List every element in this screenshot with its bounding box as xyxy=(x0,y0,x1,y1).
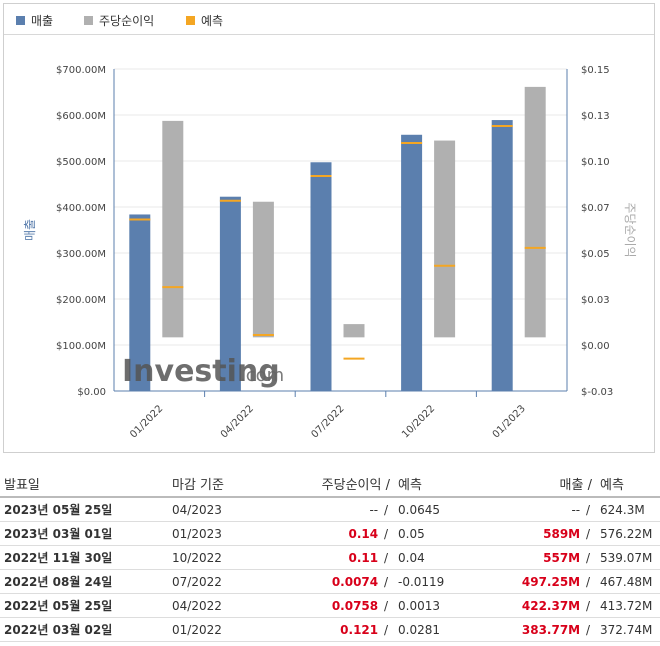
legend-label: 매출 xyxy=(31,14,54,28)
legend-item-eps[interactable]: 주당순이익 xyxy=(84,12,154,29)
row-revenue-forecast: 539.07M xyxy=(596,545,660,570)
chart-svg: $700.00M $0.15 $600.00M $0.13 $500.00M $0.10 $… xyxy=(23,65,637,440)
bar-eps xyxy=(162,120,184,338)
y-tick-label-right: $-0.03 xyxy=(581,387,613,398)
watermark-text: Investing xyxy=(122,354,280,389)
legend-swatch-eps xyxy=(84,16,93,25)
bar-eps xyxy=(252,201,274,338)
row-eps-forecast: 0.0645 xyxy=(394,497,492,522)
col-date[interactable]: 발표일 xyxy=(0,470,168,498)
y-tick-label-right: $0.00 xyxy=(581,341,610,352)
chart-panel: 매출 주당순이익 예측 $700.00M $0.15 $600.00M $0.13 $5… xyxy=(3,3,655,453)
table-row: 2022년 08월 24일 07/2022 0.0074 /-0.0119 497.2… xyxy=(0,569,660,594)
table-row: 2022년 03월 02일 01/2022 0.121 /0.0281 383.77M… xyxy=(0,617,660,642)
y-tick-label-right: $0.03 xyxy=(581,295,610,306)
row-eps: 0.11 / xyxy=(278,545,394,570)
earnings-table: 발표일 마감 기준 주당순이익 / 예측 매출 / 예측 2023년 05월 2… xyxy=(0,470,660,642)
row-eps: 0.121 / xyxy=(278,617,394,642)
table-row: 2022년 11월 30일 10/2022 0.11 /0.04 557M /539.… xyxy=(0,545,660,570)
legend-swatch-revenue xyxy=(16,16,25,25)
row-revenue-forecast: 624.3M xyxy=(596,497,660,522)
y-tick-label-left: $300.00M xyxy=(56,249,106,260)
y-tick-label-left: $200.00M xyxy=(56,295,106,306)
watermark-suffix: .com xyxy=(240,365,284,386)
y-tick-label-right: $0.13 xyxy=(581,111,610,122)
col-revenue: 매출 / xyxy=(492,470,596,498)
row-date: 2022년 03월 02일 xyxy=(0,617,168,642)
row-date: 2023년 05월 25일 xyxy=(0,497,168,522)
y-tick-label-right: $0.07 xyxy=(581,203,610,214)
bar-eps xyxy=(343,324,365,338)
row-revenue: -- / xyxy=(492,497,596,522)
y-tick-label-left: $100.00M xyxy=(56,341,106,352)
y-tick-label-right: $0.10 xyxy=(581,157,610,168)
y-tick-label-left: $400.00M xyxy=(56,203,106,214)
legend-item-forecast[interactable]: 예측 xyxy=(186,12,223,29)
row-eps: -- / xyxy=(278,497,394,522)
legend-label: 주당순이익 xyxy=(99,14,155,28)
y-tick-label-right: $0.15 xyxy=(581,65,610,76)
row-period: 07/2022 xyxy=(168,569,278,594)
x-tick-label: 07/2022 xyxy=(309,403,346,440)
bar-revenue xyxy=(491,120,513,391)
bar-eps xyxy=(434,140,456,338)
row-period: 01/2022 xyxy=(168,617,278,642)
row-revenue: 557M / xyxy=(492,545,596,570)
table-row: 2023년 05월 25일 04/2023 -- /0.0645 -- /624.3M xyxy=(0,497,660,522)
x-tick-label: 01/2022 xyxy=(128,403,165,440)
row-period: 10/2022 xyxy=(168,545,278,570)
row-eps: 0.14 / xyxy=(278,521,394,546)
x-tick-label: 01/2023 xyxy=(491,403,528,440)
bar-revenue xyxy=(401,134,423,391)
legend-swatch-forecast xyxy=(186,16,195,25)
left-axis-title: 매출 xyxy=(23,219,37,241)
x-tick-label: 04/2022 xyxy=(219,403,256,440)
y-tick-label-left: $600.00M xyxy=(56,111,106,122)
bar-revenue xyxy=(219,196,241,391)
bar-eps xyxy=(524,86,546,338)
bar-revenue xyxy=(129,214,151,391)
row-revenue: 422.37M / xyxy=(492,593,596,618)
row-eps: 0.0074 / xyxy=(278,569,394,594)
row-eps-forecast: 0.05 xyxy=(394,521,492,546)
row-eps-forecast: 0.0281 xyxy=(394,617,492,642)
row-date: 2023년 03월 01일 xyxy=(0,521,168,546)
row-period: 01/2023 xyxy=(168,521,278,546)
row-period: 04/2022 xyxy=(168,593,278,618)
y-tick-label-left: $0.00 xyxy=(77,387,106,398)
row-revenue: 383.77M / xyxy=(492,617,596,642)
col-period: 마감 기준 xyxy=(168,470,278,498)
x-tick-label: 10/2022 xyxy=(400,403,437,440)
legend-item-revenue[interactable]: 매출 xyxy=(16,12,53,29)
right-axis-title: 주당순이익 xyxy=(623,202,637,257)
y-tick-label-right: $0.05 xyxy=(581,249,610,260)
bar-revenue xyxy=(310,162,332,391)
row-revenue-forecast: 576.22M xyxy=(596,521,660,546)
legend-label: 예측 xyxy=(201,14,224,28)
table-header-row: 발표일 마감 기준 주당순이익 / 예측 매출 / 예측 xyxy=(0,470,660,498)
table-row: 2023년 03월 01일 01/2023 0.14 /0.05 589M /576.… xyxy=(0,521,660,546)
row-revenue-forecast: 372.74M xyxy=(596,617,660,642)
col-eps: 주당순이익 / xyxy=(278,470,394,498)
y-tick-label-left: $700.00M xyxy=(56,65,106,76)
row-eps-forecast: 0.04 xyxy=(394,545,492,570)
col-revenue-forecast: 예측 xyxy=(596,470,660,498)
row-eps-forecast: -0.0119 xyxy=(394,569,492,594)
row-date: 2022년 11월 30일 xyxy=(0,545,168,570)
row-eps: 0.0758 / xyxy=(278,593,394,618)
row-date: 2022년 08월 24일 xyxy=(0,569,168,594)
row-period: 04/2023 xyxy=(168,497,278,522)
table-row: 2022년 05월 25일 04/2022 0.0758 /0.0013 422.37… xyxy=(0,593,660,618)
row-eps-forecast: 0.0013 xyxy=(394,593,492,618)
row-revenue: 589M / xyxy=(492,521,596,546)
row-revenue-forecast: 413.72M xyxy=(596,593,660,618)
chart-legend: 매출 주당순이익 예측 xyxy=(4,4,654,35)
y-tick-label-left: $500.00M xyxy=(56,157,106,168)
row-date: 2022년 05월 25일 xyxy=(0,593,168,618)
row-revenue-forecast: 467.48M xyxy=(596,569,660,594)
col-eps-forecast: 예측 xyxy=(394,470,492,498)
row-revenue: 497.25M / xyxy=(492,569,596,594)
